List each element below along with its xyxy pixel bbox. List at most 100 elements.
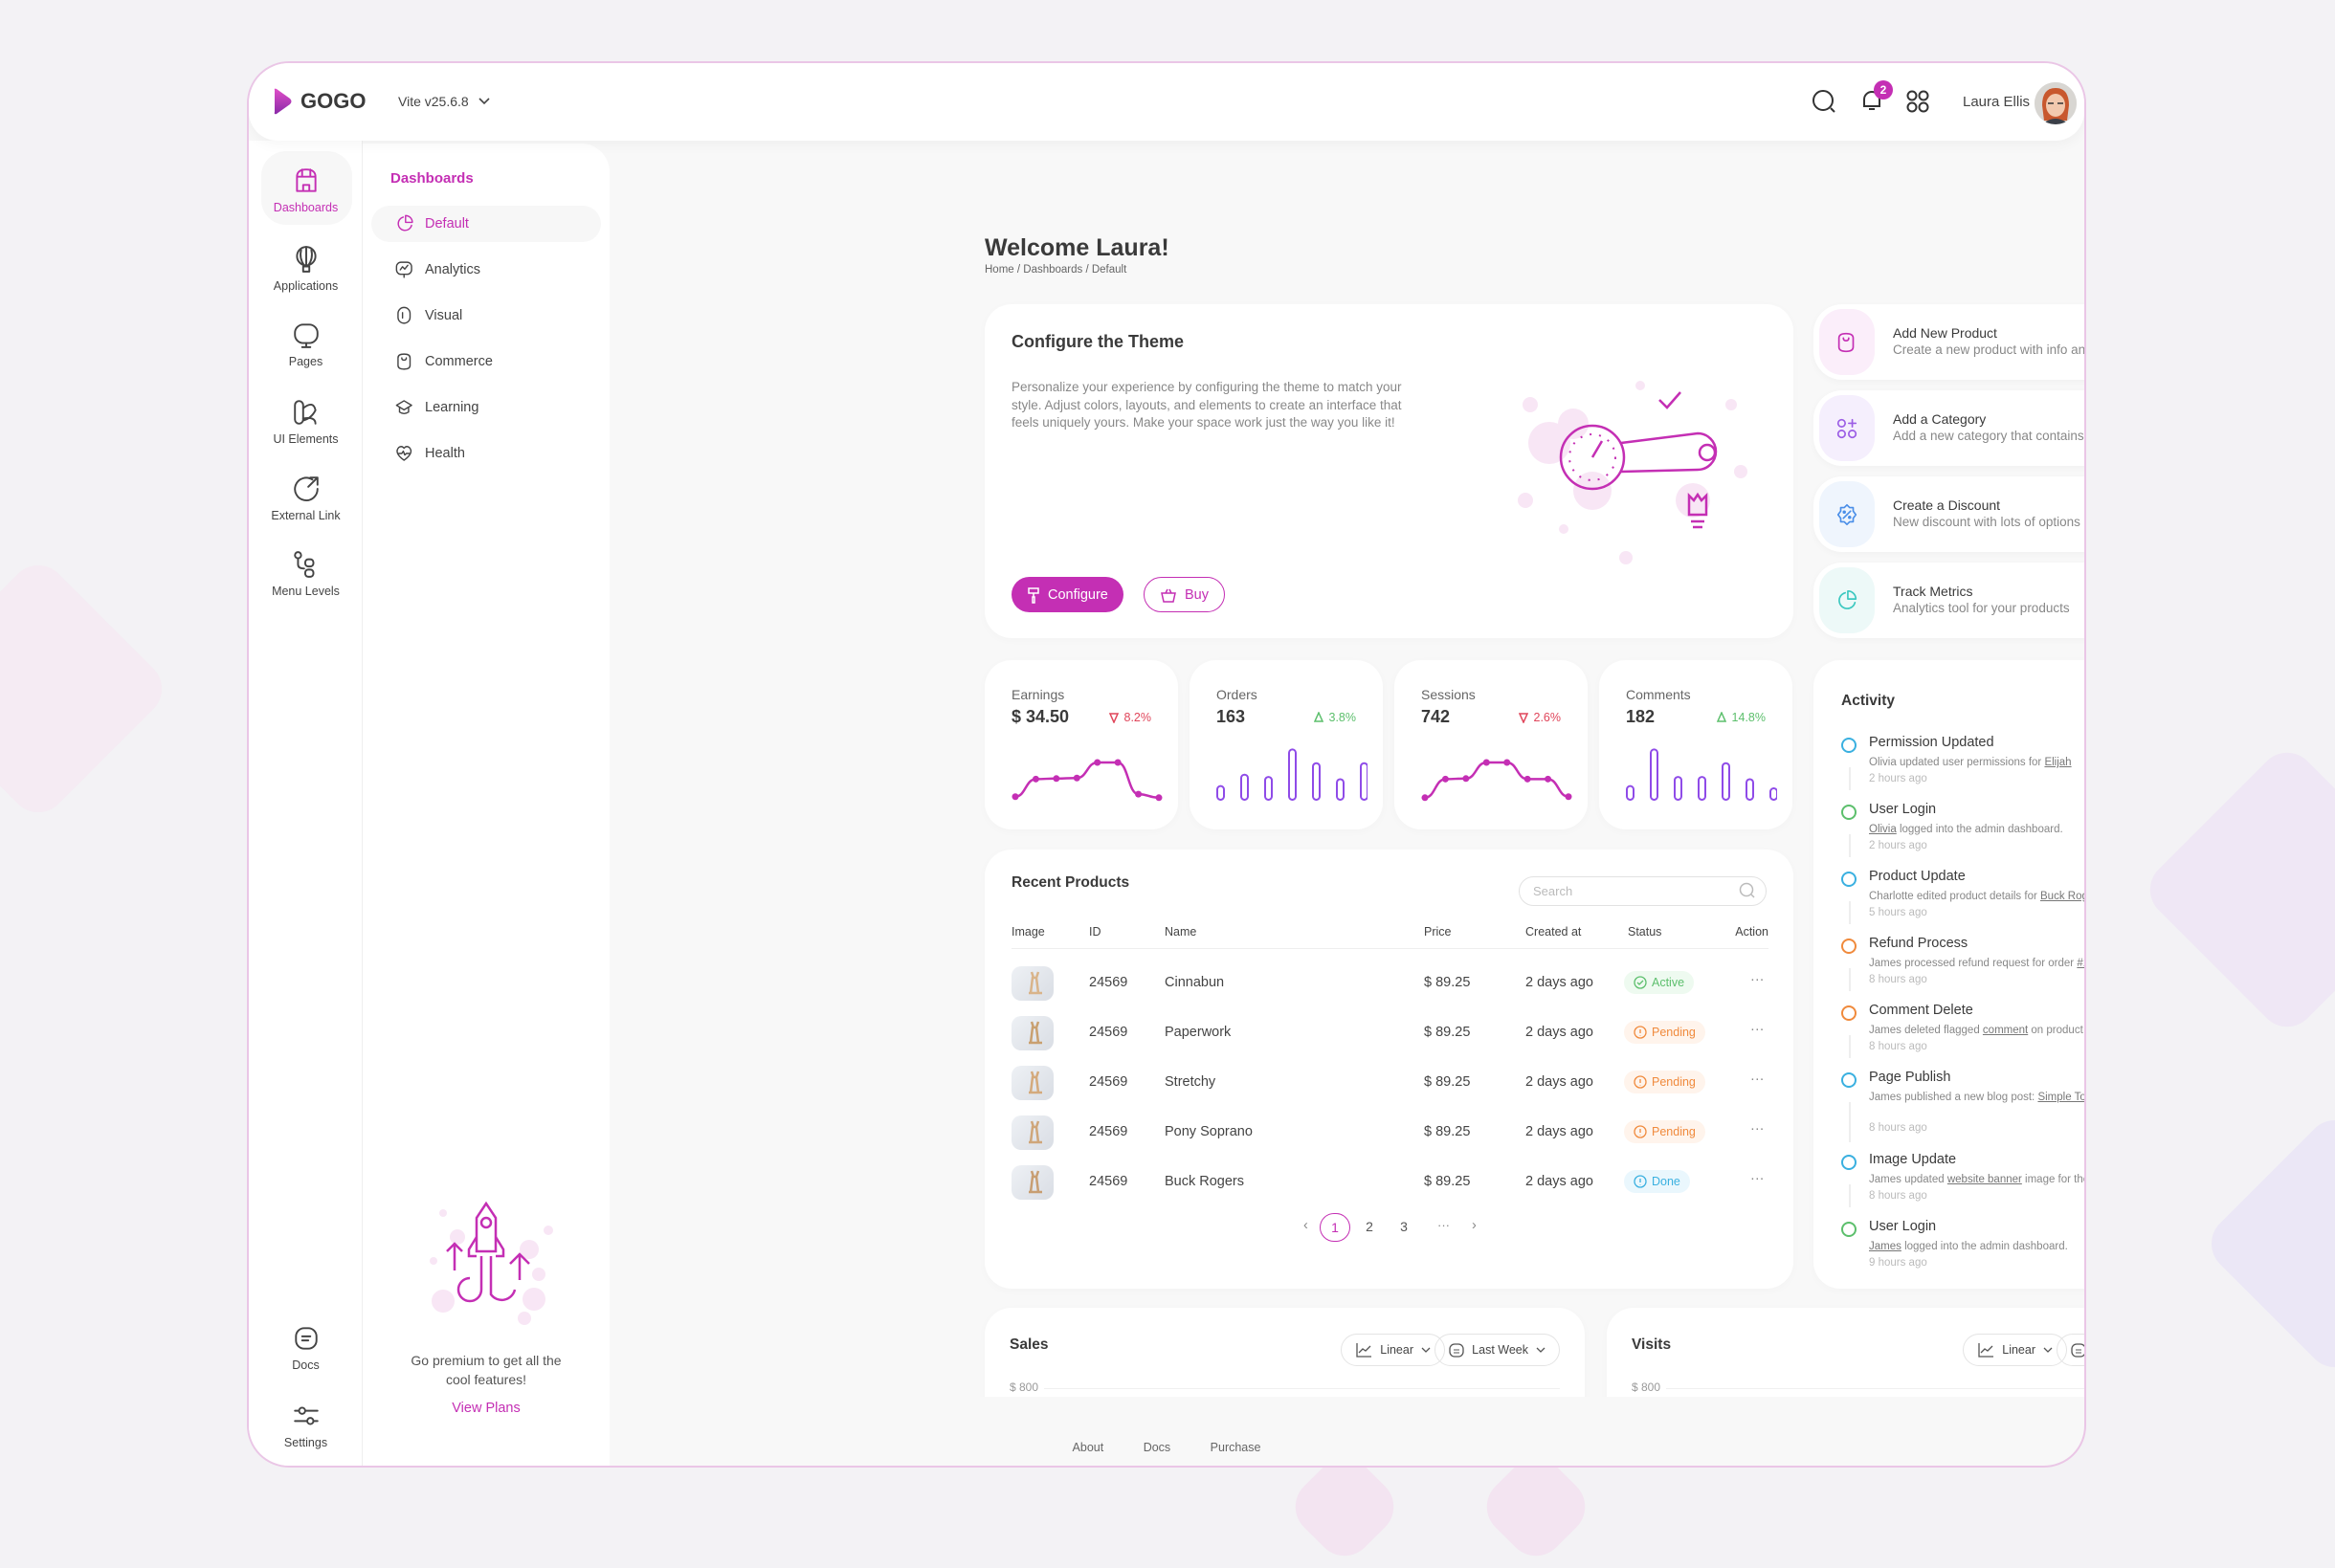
footer-purchase[interactable]: Purchase <box>1210 1441 1261 1454</box>
activity-link[interactable]: comment <box>1982 1025 2029 1036</box>
submenu-item-visual[interactable]: Visual <box>371 298 601 334</box>
activity-link[interactable]: Simple Toys for Creativity <box>2037 1092 2086 1103</box>
product-image <box>1012 966 1054 1001</box>
submenu-item-analytics[interactable]: Analytics <box>371 252 601 288</box>
rail-item-label: Dashboards <box>273 201 339 214</box>
chart-range-select[interactable]: Last Week <box>1434 1334 1560 1366</box>
quick-action-title: Add New Product <box>1893 325 1997 341</box>
chart-type-select[interactable]: Linear <box>1341 1334 1445 1366</box>
product-image <box>1012 1165 1054 1200</box>
activity-link[interactable]: Olivia <box>1869 824 1897 835</box>
stat-sparkline <box>1626 748 1777 802</box>
premium-text: Go premium to get all the cool features! <box>411 1353 562 1387</box>
quick-action-add-a-category[interactable]: Add a Category Add a new category that co… <box>1813 390 2084 466</box>
activity-link[interactable]: website banner <box>1946 1174 2022 1185</box>
configure-theme-card: Configure the Theme Personalize your exp… <box>985 304 1793 638</box>
rail-item-external-link[interactable]: External Link <box>249 475 363 522</box>
rail-item-label: Menu Levels <box>272 585 340 598</box>
stat-sparkline <box>1216 748 1368 802</box>
stat-label: Comments <box>1626 687 1691 702</box>
rail-item-applications[interactable]: Applications <box>249 245 363 293</box>
stat-value: 182 <box>1626 707 1656 726</box>
activity-desc: Olivia updated user permissions for Elij… <box>1869 755 2084 770</box>
submenu-item-learning[interactable]: Learning <box>371 389 601 426</box>
product-price: $ 89.25 <box>1424 1174 1471 1189</box>
pagination-prev[interactable]: ‹ <box>1303 1218 1308 1233</box>
apps-grid-icon[interactable] <box>1904 88 1931 115</box>
view-plans-link[interactable]: View Plans <box>452 1401 521 1416</box>
row-action-menu[interactable]: ··· <box>1750 972 1765 987</box>
top-header: GOGO Vite v25.6.8 2 Laura Ellis <box>249 63 2084 141</box>
buy-button[interactable]: Buy <box>1144 577 1225 612</box>
quick-action-track-metrics[interactable]: Track Metrics Analytics tool for your pro… <box>1813 563 2084 638</box>
pagination-page-1[interactable]: 1 <box>1320 1213 1350 1242</box>
pagination-ellipsis[interactable]: ··· <box>1437 1218 1450 1232</box>
activity-desc: James logged into the admin dashboard. <box>1869 1239 2084 1254</box>
row-action-menu[interactable]: ··· <box>1750 1171 1765 1186</box>
breadcrumb[interactable]: Home / Dashboards / Default <box>985 264 1127 276</box>
product-name: Stretchy <box>1165 1074 1216 1090</box>
activity-title: Product Update <box>1869 869 1966 884</box>
rocket-illustration <box>430 1201 553 1325</box>
activity-link[interactable]: James <box>1869 1241 1901 1252</box>
logo[interactable]: GOGO <box>272 88 366 115</box>
footer-docs[interactable]: Docs <box>1143 1441 1171 1454</box>
trend-up-icon <box>1716 712 1726 722</box>
search-icon[interactable] <box>1811 88 1837 115</box>
avatar[interactable] <box>2035 82 2077 124</box>
rail-item-menu-levels[interactable]: Menu Levels <box>249 550 363 598</box>
submenu-item-label: Commerce <box>425 354 493 369</box>
product-price: $ 89.25 <box>1424 975 1471 990</box>
chart-plot <box>1607 1327 2086 1397</box>
submenu-item-commerce[interactable]: Commerce <box>371 343 601 380</box>
activity-desc-text: James processed refund request for order <box>1869 958 2078 969</box>
rail-item-settings[interactable]: Settings <box>249 1402 363 1449</box>
footer-about[interactable]: About <box>1072 1441 1104 1454</box>
pagination-page-3[interactable]: 3 <box>1400 1219 1408 1234</box>
row-action-menu[interactable]: ··· <box>1750 1071 1765 1087</box>
product-created: 2 days ago <box>1525 1074 1593 1090</box>
alert-circle-icon <box>1634 1075 1647 1089</box>
version-label: Vite v25.6.8 <box>398 94 469 109</box>
chart-type-select[interactable]: Linear <box>1963 1334 2067 1366</box>
chevron-down-icon <box>1421 1347 1431 1353</box>
sparkline-point <box>1032 775 1039 783</box>
sparkline-bar <box>1674 776 1682 801</box>
rail-item-pages[interactable]: Pages <box>249 320 363 368</box>
quick-action-title: Create a Discount <box>1893 497 2001 513</box>
rail-item-ui-elements[interactable]: UI Elements <box>249 398 363 446</box>
product-search-input[interactable]: Search <box>1519 876 1767 906</box>
activity-link[interactable]: Elijah <box>2044 757 2072 768</box>
sparkline-bar <box>1336 778 1345 801</box>
activity-link[interactable]: #10234 <box>2077 958 2084 969</box>
trend-down-icon <box>1108 713 1119 723</box>
chart-range-select[interactable]: Last Week <box>2057 1334 2084 1366</box>
configure-button[interactable]: Configure <box>1012 577 1123 612</box>
rail-item-docs[interactable]: Docs <box>249 1324 363 1372</box>
timeline-line <box>1849 1035 1851 1058</box>
pagination-page-2[interactable]: 2 <box>1366 1219 1373 1234</box>
submenu-item-health[interactable]: Health <box>371 435 601 472</box>
quick-action-add-new-product[interactable]: Add New Product Create a new product with… <box>1813 304 2084 380</box>
activity-desc: James deleted flagged comment on product… <box>1869 1023 2084 1038</box>
rail-item-label: UI Elements <box>273 432 339 446</box>
search-icon[interactable] <box>1739 882 1756 899</box>
submenu-item-default[interactable]: Default <box>371 206 601 242</box>
column-header-action: Action <box>1735 925 1768 939</box>
activity-desc-text: James updated <box>1869 1174 1947 1185</box>
bag-icon <box>397 353 411 370</box>
activity-time: 8 hours ago <box>1869 1041 1927 1052</box>
product-created: 2 days ago <box>1525 1025 1593 1040</box>
pagination-next[interactable]: › <box>1472 1218 1477 1233</box>
user-name[interactable]: Laura Ellis <box>1963 94 2031 110</box>
rail-item-dashboards[interactable]: Dashboards <box>249 166 363 214</box>
row-action-menu[interactable]: ··· <box>1750 1022 1765 1037</box>
version-dropdown[interactable]: Vite v25.6.8 <box>398 94 490 109</box>
product-image <box>1012 1115 1054 1150</box>
quick-action-create-a-discount[interactable]: Create a Discount New discount with lots … <box>1813 476 2084 552</box>
product-image <box>1012 1016 1054 1050</box>
activity-link[interactable]: Buck Rogers <box>2040 891 2086 902</box>
rail-item-label: Applications <box>273 279 339 293</box>
row-action-menu[interactable]: ··· <box>1750 1121 1765 1137</box>
submenu-item-label: Learning <box>425 400 479 415</box>
